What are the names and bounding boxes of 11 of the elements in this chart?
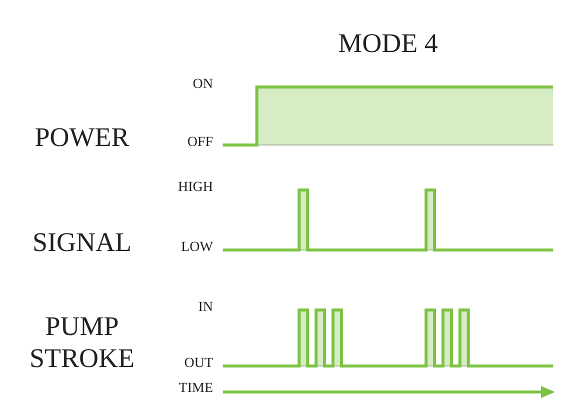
chart-title: MODE 4: [337, 28, 439, 59]
y-axis-title: PUMP STROKE: [28, 310, 136, 374]
text: IN: [197, 300, 213, 316]
text: HIGH: [177, 180, 213, 196]
text: ON: [192, 77, 213, 93]
y-axis-title: SIGNAL: [32, 226, 132, 258]
text: OUT: [184, 356, 213, 371]
y-axis-title: POWER: [34, 121, 130, 153]
text: OFF: [186, 135, 213, 151]
x-axis-title: TIME: [178, 381, 213, 397]
text: LOW: [180, 240, 213, 256]
